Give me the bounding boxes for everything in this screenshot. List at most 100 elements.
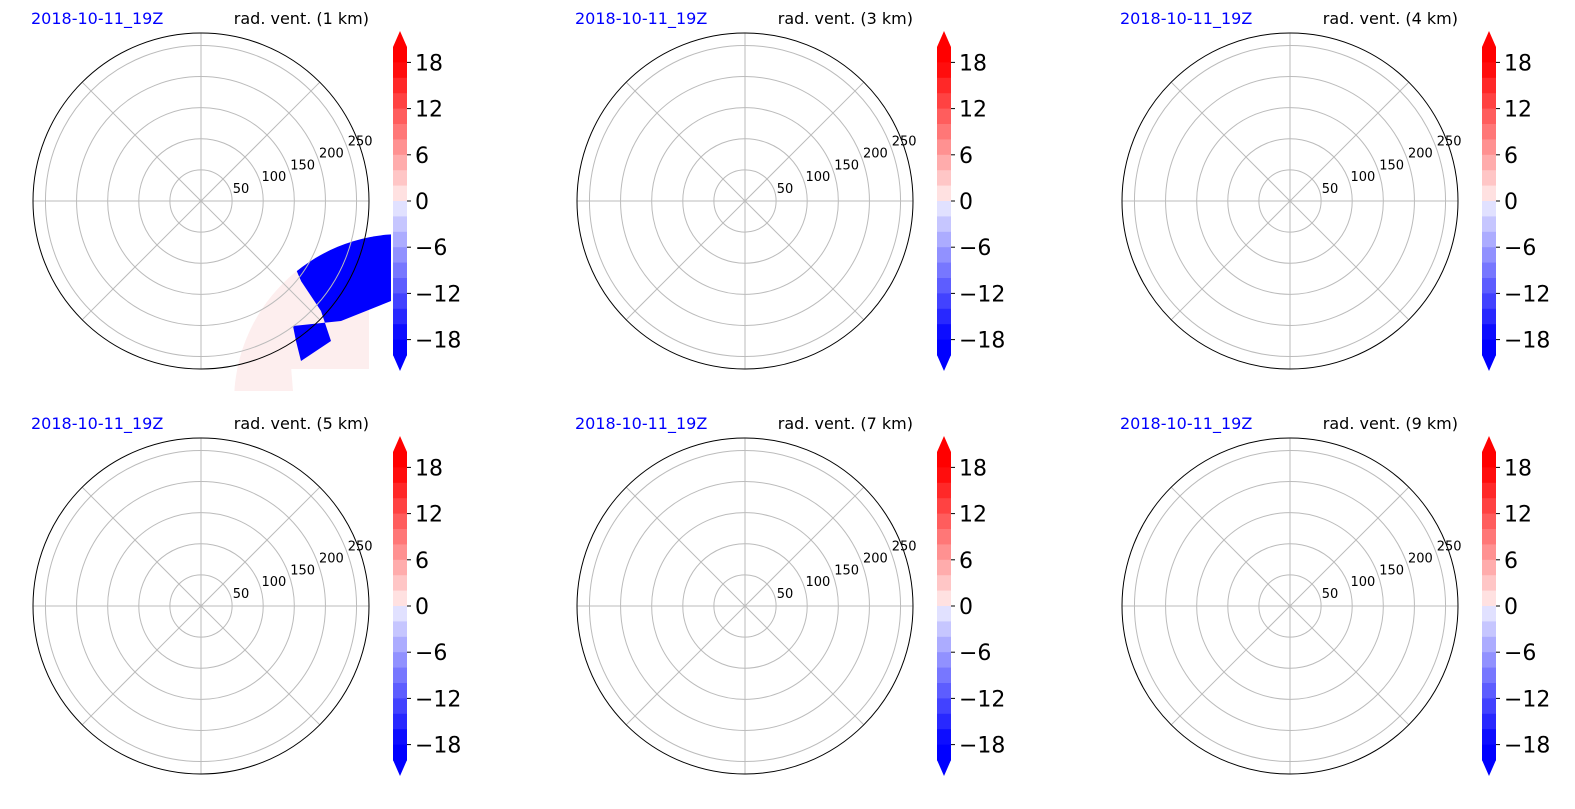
colorbar-tick-label: −12 bbox=[959, 282, 1005, 307]
ring-label: 100 bbox=[261, 170, 286, 185]
ring-label: 250 bbox=[1437, 539, 1462, 554]
polar-panel-3: 50 100 150 200 250 2018-10-11_19Z rad. vent. (… bbox=[1120, 9, 1550, 371]
colorbar-level bbox=[937, 308, 951, 325]
colorbar-level bbox=[393, 339, 407, 356]
date-label: 2018-10-11_19Z bbox=[575, 9, 707, 29]
field-region bbox=[635, 296, 715, 391]
colorbar-level bbox=[393, 467, 407, 484]
colorbar-level bbox=[937, 124, 951, 140]
ring-label: 150 bbox=[834, 158, 859, 173]
panel-title: rad. vent. (4 km) bbox=[1323, 9, 1458, 28]
azimuth-spoke bbox=[1170, 81, 1291, 202]
polar-frame bbox=[576, 437, 914, 775]
colorbar-extend-min bbox=[937, 760, 951, 776]
colorbar-level bbox=[393, 575, 407, 592]
colorbar-level bbox=[1482, 231, 1496, 248]
colorbar-tick-label: −6 bbox=[1504, 236, 1536, 261]
ring-labels: 50 100 150 200 250 bbox=[777, 539, 917, 602]
ring-label: 100 bbox=[805, 575, 830, 590]
azimuth-spoke bbox=[1289, 605, 1410, 726]
colorbar-level bbox=[393, 729, 407, 746]
colorbar-level bbox=[393, 324, 407, 341]
colorbar-tick-label: 0 bbox=[1504, 190, 1518, 215]
colorbar-extend-max bbox=[937, 31, 951, 47]
ring-labels: 50 100 150 200 250 bbox=[1322, 539, 1462, 602]
colorbar-extend-min bbox=[393, 355, 407, 371]
colorbar-level bbox=[937, 652, 951, 669]
colorbar-level bbox=[937, 231, 951, 248]
colorbar-extend-min bbox=[1482, 760, 1496, 776]
azimuth-spoke bbox=[200, 81, 321, 202]
colorbar-level bbox=[393, 652, 407, 669]
colorbar-extend-max bbox=[937, 436, 951, 452]
field-region bbox=[1122, 201, 1270, 351]
colorbar-level bbox=[937, 77, 951, 94]
colorbar-level bbox=[937, 278, 951, 294]
colorbar-level bbox=[1482, 467, 1496, 484]
ring-label: 150 bbox=[834, 563, 859, 578]
colorbar-level bbox=[393, 744, 407, 761]
colorbar-level bbox=[393, 62, 407, 79]
ring-label: 50 bbox=[233, 182, 250, 197]
colorbar-level bbox=[937, 698, 951, 715]
azimuth-spoke bbox=[200, 486, 321, 607]
colorbar-level bbox=[937, 293, 951, 310]
field-region bbox=[1190, 616, 1480, 796]
ring-label: 200 bbox=[1408, 551, 1433, 566]
panel-title: rad. vent. (5 km) bbox=[234, 414, 369, 433]
colorbar-extend-min bbox=[1482, 355, 1496, 371]
colorbar-tick-label: −12 bbox=[1504, 282, 1550, 307]
colorbar-level bbox=[1482, 744, 1496, 761]
colorbar-level bbox=[937, 575, 951, 592]
azimuth-spoke bbox=[200, 200, 321, 321]
colorbar-level bbox=[937, 62, 951, 79]
azimuth-spoke bbox=[200, 605, 321, 726]
colorbar-tick-label: −18 bbox=[1504, 329, 1550, 354]
field-region bbox=[700, 416, 765, 626]
field-region bbox=[181, 11, 189, 191]
colorbar-level bbox=[393, 201, 407, 217]
colorbar-tick-label: 6 bbox=[415, 144, 429, 169]
colorbar-tick-label: 12 bbox=[1504, 503, 1532, 528]
colorbar-tick-label: −6 bbox=[1504, 641, 1536, 666]
colorbar-tick-label: 12 bbox=[1504, 98, 1532, 123]
colorbar-level bbox=[393, 216, 407, 233]
colorbar-level bbox=[1482, 247, 1496, 264]
colorbar-level bbox=[393, 93, 407, 110]
azimuth-spoke bbox=[625, 605, 746, 726]
colorbar-level bbox=[393, 452, 407, 468]
field-region bbox=[577, 416, 700, 606]
colorbar-level bbox=[1482, 170, 1496, 187]
colorbar-level bbox=[1482, 185, 1496, 202]
ring-label: 200 bbox=[319, 551, 344, 566]
panel-title: rad. vent. (7 km) bbox=[778, 414, 913, 433]
colorbar-level bbox=[393, 667, 407, 684]
colorbar-tick-label: 6 bbox=[415, 549, 429, 574]
colorbar-level bbox=[937, 324, 951, 341]
field-region bbox=[181, 416, 226, 621]
colorbar-level bbox=[937, 529, 951, 545]
colorbar-level bbox=[937, 729, 951, 746]
colorbar-level bbox=[1482, 621, 1496, 638]
colorbar-level bbox=[393, 621, 407, 638]
colorbar-level bbox=[937, 170, 951, 187]
date-label: 2018-10-11_19Z bbox=[1120, 9, 1252, 29]
colorbar-tick-label: 0 bbox=[1504, 595, 1518, 620]
azimuth-spoke bbox=[744, 486, 865, 607]
colorbar-level bbox=[1482, 452, 1496, 468]
colorbar-tick-label: 6 bbox=[1504, 549, 1518, 574]
colorbar-level bbox=[393, 636, 407, 653]
colorbar-level bbox=[937, 621, 951, 638]
colorbar-level bbox=[937, 139, 951, 156]
panel-title: rad. vent. (9 km) bbox=[1323, 414, 1458, 433]
azimuth-spoke bbox=[625, 200, 746, 321]
azimuth-spoke bbox=[81, 486, 202, 607]
ring-label: 50 bbox=[1322, 182, 1339, 197]
colorbar-tick-label: 0 bbox=[959, 595, 973, 620]
ring-labels: 50 100 150 200 250 bbox=[233, 134, 373, 197]
polar-panel-4: 50 100 150 200 250 2018-10-11_19Z rad. vent. (… bbox=[31, 414, 461, 776]
colorbar-level bbox=[393, 683, 407, 699]
polar-grid bbox=[33, 33, 369, 369]
colorbar-level bbox=[1482, 262, 1496, 279]
